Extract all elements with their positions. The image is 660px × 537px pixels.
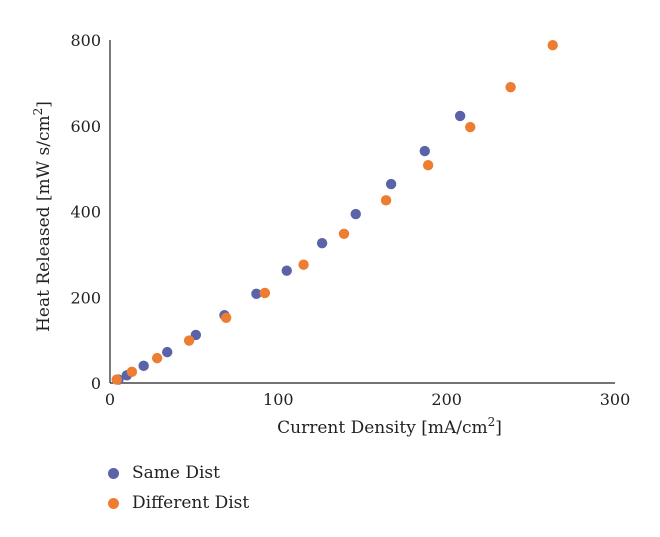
different-dist-point [422, 159, 434, 171]
x-axis-title-sup: 2 [488, 415, 496, 429]
legend-item-same-dist: Same Dist [108, 458, 249, 488]
y-tick-label: 600 [70, 117, 101, 136]
y-axis-title-main: Heat Released [mW s/cm [34, 115, 54, 332]
same-dist-point [281, 265, 292, 276]
legend-marker-different-dist [108, 497, 119, 509]
y-tick-label: 0 [91, 374, 101, 393]
x-axis-title-main: Current Density [mA/cm [277, 418, 488, 438]
different-dist-point [126, 366, 138, 378]
different-dist-point [151, 352, 163, 364]
same-dist-point [350, 208, 361, 220]
y-tick-label: 400 [70, 203, 101, 222]
same-dist-point [138, 360, 149, 372]
legend-label-same-dist: Same Dist [132, 463, 220, 483]
tick-labels: 0 100 200 300 0 200 400 600 800 [70, 31, 630, 409]
different-dist-point [111, 374, 122, 385]
x-tick-label: 0 [105, 390, 115, 409]
same-dist-point [454, 110, 466, 122]
legend-marker-same-dist [108, 467, 119, 479]
same-dist-point [385, 178, 397, 190]
different-dist-point [338, 228, 350, 239]
legend-label-different-dist: Different Dist [132, 493, 250, 513]
different-dist-point [380, 195, 392, 206]
y-axis-title-end: ] [34, 101, 54, 108]
x-axis-title: Current Density [mA/cm2] [277, 415, 502, 438]
x-tick-label: 300 [600, 390, 631, 409]
different-dist-point [465, 121, 476, 133]
different-dist-point [220, 312, 232, 324]
y-tick-label: 800 [70, 31, 101, 50]
axes [109, 40, 615, 384]
same-dist-point [419, 145, 430, 157]
different-dist-point [183, 335, 195, 346]
legend: Same Dist Different Dist [108, 458, 249, 518]
x-axis-title-end: ] [495, 418, 502, 438]
y-axis-title-sup: 2 [31, 108, 45, 116]
data-points [111, 39, 558, 385]
different-dist-point [298, 259, 309, 270]
legend-item-different-dist: Different Dist [108, 488, 249, 518]
different-dist-point [547, 39, 558, 51]
y-tick-label: 200 [70, 288, 101, 307]
x-tick-label: 200 [431, 390, 462, 409]
different-dist-point [505, 81, 516, 93]
y-axis-title: Heat Released [mW s/cm2] [31, 101, 54, 332]
same-dist-point [316, 238, 328, 249]
same-dist-point [251, 288, 262, 300]
same-dist-point [162, 346, 173, 358]
different-dist-point [259, 287, 271, 299]
x-tick-label: 100 [263, 390, 294, 409]
